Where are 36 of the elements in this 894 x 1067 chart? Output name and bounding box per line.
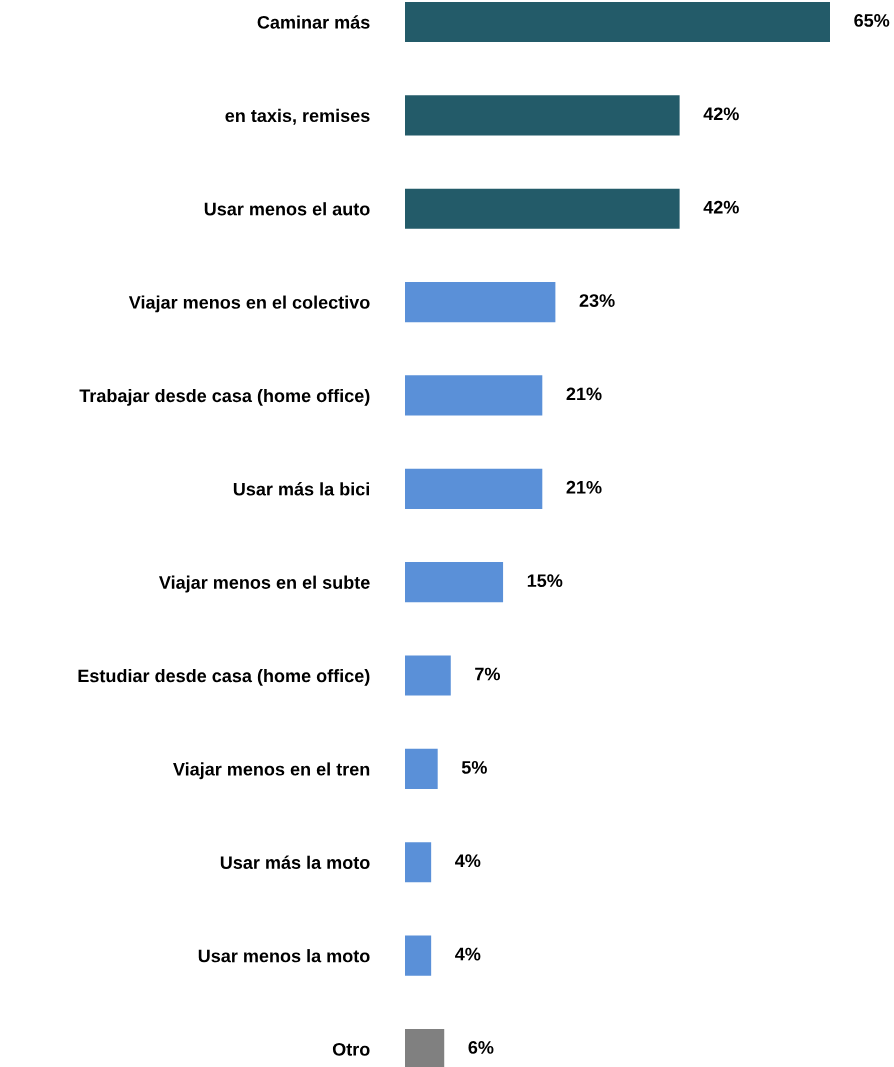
- bar: [405, 935, 432, 976]
- bar: [405, 1028, 445, 1067]
- bar: [405, 188, 680, 229]
- data-label: 4%: [455, 947, 481, 961]
- bar: [405, 842, 432, 883]
- y-tick-label: Usar menos la moto: [198, 949, 370, 963]
- data-label: 6%: [468, 1041, 494, 1054]
- y-tick-label: Viajar menos en el colectivo: [128, 295, 370, 313]
- y-tick-label: Usar menos el auto: [204, 202, 370, 216]
- data-label: 7%: [475, 667, 500, 681]
- y-tick-label: Otro: [332, 1042, 370, 1056]
- y-tick-label: Caminar más: [257, 15, 370, 29]
- bar: [405, 282, 556, 323]
- data-label: 15%: [527, 574, 563, 588]
- bar: [405, 1, 830, 43]
- bar: [405, 748, 438, 789]
- bar: [405, 655, 451, 696]
- bar: [405, 562, 504, 603]
- data-label: 23%: [579, 294, 615, 307]
- data-label: 42%: [703, 107, 739, 121]
- y-tick-label: Estudiar desde casa (home office): [78, 668, 370, 686]
- y-tick-label: Viajar menos en el subte: [159, 575, 370, 593]
- data-label: 21%: [566, 387, 602, 401]
- y-tick-label: Usar más la moto: [220, 855, 370, 869]
- bar: [405, 468, 543, 509]
- y-tick-label: Trabajar desde casa (home office): [79, 388, 370, 406]
- bar: [405, 375, 543, 416]
- data-label: 21%: [566, 480, 602, 494]
- data-label: 42%: [703, 200, 739, 214]
- y-tick-label: en taxis, remises: [225, 108, 370, 125]
- data-label: 4%: [455, 854, 481, 868]
- data-label: 65%: [854, 14, 890, 27]
- y-tick-label: Viajar menos en el tren: [173, 762, 370, 780]
- data-label: 5%: [461, 761, 487, 774]
- bar: [405, 95, 680, 136]
- y-tick-label: Usar más la bici: [233, 482, 370, 496]
